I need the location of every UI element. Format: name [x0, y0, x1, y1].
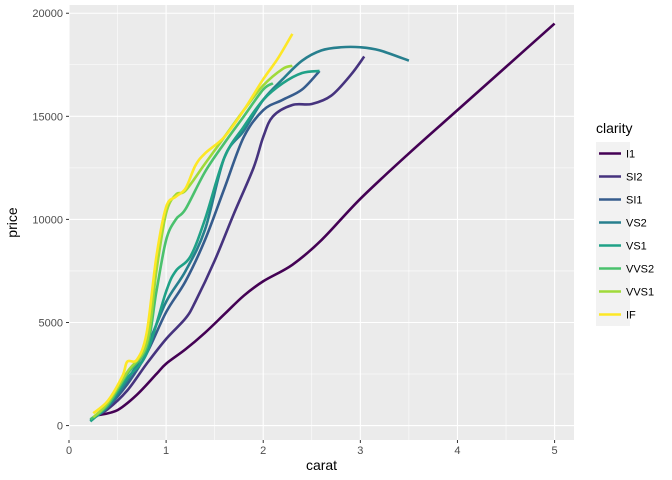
x-tick-label: 4 [454, 445, 460, 457]
series-line-si1 [92, 70, 321, 420]
y-tick-label: 15000 [32, 111, 63, 123]
x-tick-label: 0 [66, 445, 72, 457]
series-line-if [92, 33, 294, 415]
legend-label-vvs1: VVS1 [626, 287, 654, 299]
series-line-si2 [92, 55, 366, 419]
legend-label-vs2: VS2 [626, 218, 647, 230]
legend-label-vs1: VS1 [626, 241, 647, 253]
x-tick-label: 2 [260, 445, 266, 457]
series-line-vs1 [89, 69, 320, 423]
x-tick-label: 3 [357, 445, 363, 457]
x-tick-label: 1 [163, 445, 169, 457]
x-tick-label: 5 [552, 445, 558, 457]
y-tick-label: 10000 [32, 214, 63, 226]
legend: clarity I1 SI2 SI1 VS2 VS1 VVS2 VVS1 IF [596, 120, 654, 326]
axes: 0 1 2 3 4 5 0 5000 10000 15000 20000 [32, 8, 557, 457]
y-tick-label: 0 [57, 421, 63, 433]
legend-label-i1: I1 [626, 149, 635, 161]
legend-label-si1: SI1 [626, 195, 643, 207]
legend-label-vvs2: VVS2 [626, 264, 654, 276]
legend-title: clarity [596, 120, 633, 136]
y-tick-label: 20000 [32, 8, 63, 20]
y-axis-title: price [4, 207, 20, 238]
panel-background [69, 5, 574, 440]
series-line-i1 [97, 22, 556, 417]
y-tick-label: 5000 [39, 317, 63, 329]
plot-panel [69, 5, 574, 440]
legend-label-si2: SI2 [626, 172, 643, 184]
x-axis-title: carat [306, 457, 337, 473]
series-lines [89, 22, 556, 423]
legend-label-if: IF [626, 310, 636, 322]
